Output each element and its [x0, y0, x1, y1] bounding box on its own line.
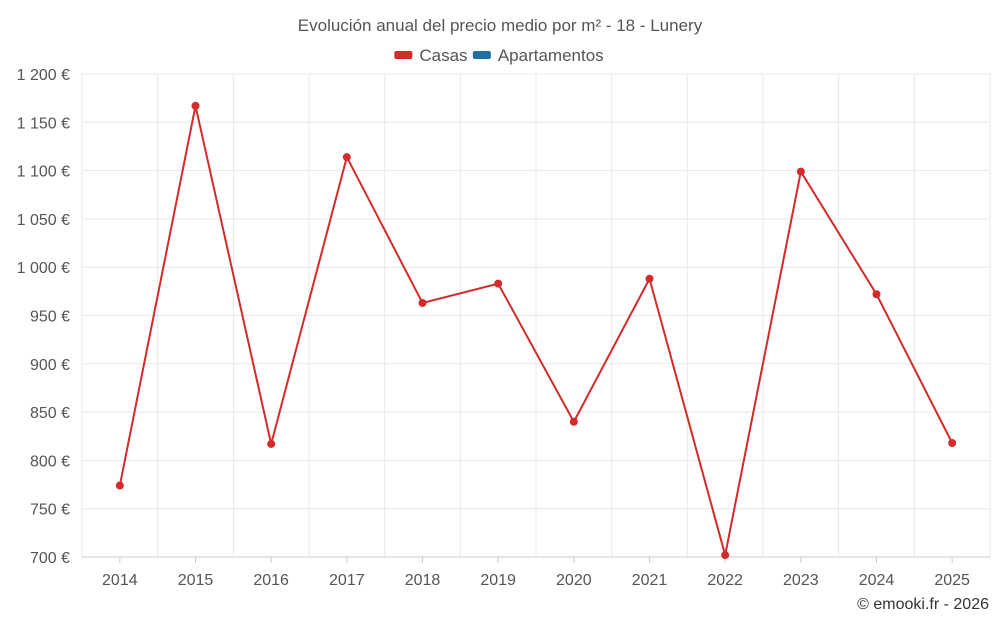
- x-tick-label: 2023: [783, 572, 819, 589]
- data-point-2014[interactable]: [115, 481, 124, 490]
- x-tick-label: 2014: [102, 572, 138, 589]
- data-point-2020[interactable]: [569, 417, 578, 426]
- x-tick-label: 2015: [178, 572, 214, 589]
- x-axis-ticks: 2014 2015 2016 2017 2018 2019 2020 2021 2022 2023…: [102, 557, 970, 589]
- data-point-2015[interactable]: [191, 101, 200, 110]
- x-tick-label: 2017: [329, 572, 365, 589]
- x-tick-label: 2019: [480, 572, 516, 589]
- data-point-2023[interactable]: [796, 167, 805, 176]
- data-point-2021[interactable]: [645, 274, 654, 283]
- x-tick-label: 2022: [707, 572, 743, 589]
- y-tick-label: 700 €: [30, 550, 70, 567]
- legend-label-apartamentos[interactable]: Apartamentos: [498, 46, 604, 65]
- y-tick-label: 950 €: [30, 309, 70, 326]
- x-tick-label: 2024: [859, 572, 895, 589]
- data-point-2022[interactable]: [721, 551, 730, 560]
- y-tick-label: 900 €: [30, 357, 70, 374]
- y-tick-label: 1 100 €: [17, 164, 70, 181]
- credit-text: © emooki.fr - 2026: [857, 596, 989, 613]
- chart-title: Evolución anual del precio medio por m² …: [298, 16, 703, 35]
- x-tick-label: 2021: [632, 572, 668, 589]
- x-tick-label: 2018: [405, 572, 441, 589]
- data-point-2019[interactable]: [494, 279, 503, 288]
- y-tick-label: 1 000 €: [17, 260, 70, 277]
- y-tick-label: 800 €: [30, 453, 70, 470]
- series-line-casas: [118, 105, 954, 556]
- legend-label-casas[interactable]: Casas: [419, 46, 467, 65]
- x-tick-label: 2020: [556, 572, 592, 589]
- legend: Casas Apartamentos: [394, 46, 604, 65]
- data-point-2025[interactable]: [948, 439, 957, 448]
- data-point-2017[interactable]: [342, 153, 351, 162]
- data-point-2024[interactable]: [872, 290, 881, 299]
- y-tick-label: 1 150 €: [17, 115, 70, 132]
- legend-swatch-casas[interactable]: [394, 51, 413, 59]
- series-group: [115, 101, 957, 560]
- data-point-2018[interactable]: [418, 298, 427, 307]
- x-tick-label: 2025: [934, 572, 970, 589]
- y-tick-label: 750 €: [30, 502, 70, 519]
- data-point-2016[interactable]: [267, 439, 276, 448]
- y-tick-label: 850 €: [30, 405, 70, 422]
- y-axis-ticks: 700 € 750 € 800 € 850 € 900 € 950 € 1 000 € 1 0…: [17, 67, 70, 567]
- legend-swatch-apartamentos[interactable]: [472, 51, 491, 59]
- x-tick-label: 2016: [253, 572, 289, 589]
- x-gridlines: [81, 74, 991, 557]
- y-tick-label: 1 050 €: [17, 212, 70, 229]
- y-tick-label: 1 200 €: [17, 67, 70, 84]
